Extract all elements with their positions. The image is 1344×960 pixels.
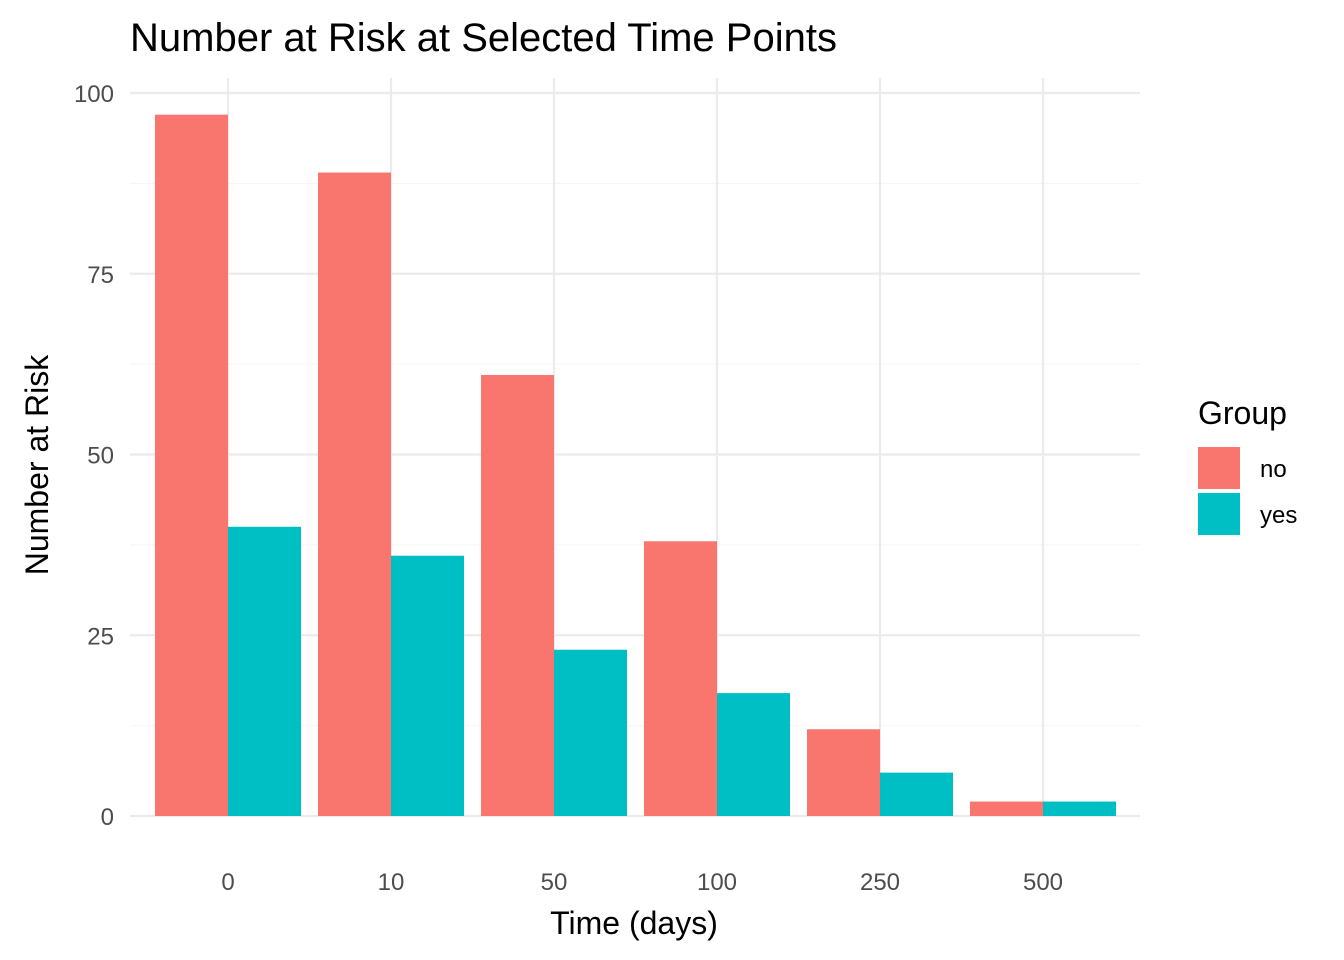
- bar-yes-100: [717, 693, 790, 816]
- bar-no-0: [155, 114, 228, 816]
- bar-no-50: [481, 374, 554, 816]
- bar-yes-10: [391, 555, 464, 816]
- x-tick-label: 250: [860, 869, 900, 896]
- y-tick-label: 50: [87, 443, 114, 470]
- legend-title: Group: [1198, 395, 1287, 431]
- x-axis-ticks: 0 10 50 100 250 500: [221, 869, 1063, 896]
- bar-no-500: [970, 801, 1043, 816]
- legend-key-yes: [1198, 493, 1240, 535]
- x-tick-label: 100: [697, 869, 737, 896]
- x-tick-label: 10: [378, 869, 405, 896]
- legend-key-no: [1198, 447, 1240, 489]
- x-tick-label: 50: [541, 869, 568, 896]
- bar-yes-0: [228, 526, 301, 816]
- y-tick-label: 100: [74, 81, 114, 108]
- legend-label-no: no: [1260, 456, 1287, 483]
- bar-no-250: [807, 729, 880, 816]
- y-tick-label: 25: [87, 623, 114, 650]
- y-axis-title: Number at Risk: [19, 354, 55, 576]
- x-axis-title: Time (days): [550, 905, 718, 941]
- y-tick-label: 0: [101, 804, 114, 831]
- bars: [155, 114, 1116, 816]
- bar-yes-500: [1043, 801, 1116, 816]
- chart-title: Number at Risk at Selected Time Points: [130, 16, 837, 60]
- y-tick-label: 75: [87, 262, 114, 289]
- bar-yes-250: [880, 772, 953, 816]
- y-axis-ticks: 0 25 50 75 100: [74, 81, 114, 831]
- bar-yes-50: [554, 649, 627, 816]
- bar-no-100: [644, 541, 717, 816]
- x-tick-label: 0: [221, 869, 234, 896]
- bar-no-10: [318, 172, 391, 816]
- x-tick-label: 500: [1023, 869, 1063, 896]
- legend-label-yes: yes: [1260, 502, 1297, 529]
- legend: Group no yes: [1198, 395, 1297, 535]
